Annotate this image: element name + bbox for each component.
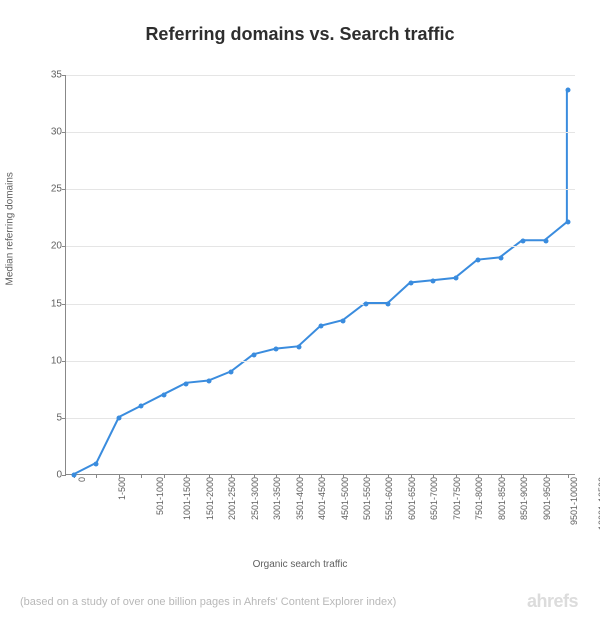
y-tick-mark (62, 304, 66, 305)
x-tick-label: 8001-8500 (497, 477, 507, 520)
x-tick-mark (141, 474, 142, 478)
brand-logo: ahrefs (527, 591, 578, 612)
gridline (66, 189, 575, 190)
data-point (296, 345, 301, 350)
y-tick-mark (62, 75, 66, 76)
x-tick-mark (164, 474, 165, 478)
x-tick-mark (299, 474, 300, 478)
x-tick-mark (96, 474, 97, 478)
gridline (66, 418, 575, 419)
series-line (74, 90, 567, 474)
x-tick-label: 6001-6500 (407, 477, 417, 520)
gridline (66, 246, 575, 247)
x-tick-label: 5501-6000 (385, 477, 395, 520)
chart-title: Referring domains vs. Search traffic (0, 24, 600, 45)
x-tick-mark (366, 474, 367, 478)
data-point (566, 220, 571, 225)
data-point (251, 353, 256, 358)
footnote: (based on a study of over one billion pa… (20, 596, 396, 608)
y-tick-label: 0 (38, 470, 62, 481)
line-series (66, 75, 575, 474)
x-axis-label: Organic search traffic (0, 559, 600, 570)
x-tick-mark (119, 474, 120, 478)
y-tick-mark (62, 132, 66, 133)
x-tick-label: 1-500 (117, 477, 127, 500)
x-tick-label: 0 (77, 477, 87, 482)
data-point (206, 379, 211, 384)
x-tick-label: 4501-5000 (340, 477, 350, 520)
x-tick-mark (546, 474, 547, 478)
data-point (72, 473, 77, 478)
y-tick-mark (62, 246, 66, 247)
x-tick-label: 5001-5500 (362, 477, 372, 520)
x-tick-mark (568, 474, 569, 478)
data-point (431, 278, 436, 283)
x-tick-label: 9501-10000 (569, 477, 579, 525)
x-tick-label: 1001-1500 (182, 477, 192, 520)
gridline (66, 361, 575, 362)
data-point (543, 238, 548, 243)
x-tick-mark (343, 474, 344, 478)
x-tick-label: 2501-3000 (250, 477, 260, 520)
x-tick-label: 501-1000 (155, 477, 165, 515)
x-tick-mark (501, 474, 502, 478)
x-tick-label: 9001-9500 (542, 477, 552, 520)
data-point (341, 318, 346, 323)
x-tick-mark (186, 474, 187, 478)
y-tick-label: 10 (38, 355, 62, 366)
x-tick-label: 8501-9000 (519, 477, 529, 520)
x-tick-label: 7001-7500 (452, 477, 462, 520)
y-tick-mark (62, 361, 66, 362)
x-tick-mark (478, 474, 479, 478)
x-tick-mark (411, 474, 412, 478)
x-tick-mark (456, 474, 457, 478)
x-tick-mark (254, 474, 255, 478)
x-tick-label: 7501-8000 (474, 477, 484, 520)
y-tick-mark (62, 189, 66, 190)
y-tick-label: 25 (38, 184, 62, 195)
x-tick-label: 6501-7000 (429, 477, 439, 520)
data-point (274, 347, 279, 352)
gridline (66, 132, 575, 133)
gridline (66, 304, 575, 305)
y-tick-label: 20 (38, 241, 62, 252)
gridline (66, 75, 575, 76)
data-point (498, 255, 503, 260)
x-tick-label: 3001-3500 (272, 477, 282, 520)
x-tick-mark (321, 474, 322, 478)
data-point (116, 415, 121, 420)
data-point (521, 238, 526, 243)
plot-area: 0510152025303501-500501-10001001-1500150… (65, 75, 575, 475)
data-point (319, 324, 324, 329)
x-tick-mark (523, 474, 524, 478)
y-tick-label: 5 (38, 412, 62, 423)
data-point (363, 301, 368, 306)
y-tick-label: 35 (38, 70, 62, 81)
x-tick-label: 1501-2000 (205, 477, 215, 520)
y-tick-mark (62, 475, 66, 476)
y-tick-mark (62, 418, 66, 419)
data-point (386, 301, 391, 306)
data-point (566, 87, 571, 92)
x-tick-mark (388, 474, 389, 478)
data-point (453, 276, 458, 281)
data-point (94, 461, 99, 466)
data-point (184, 381, 189, 386)
y-tick-label: 15 (38, 298, 62, 309)
data-point (476, 258, 481, 263)
x-tick-mark (276, 474, 277, 478)
y-axis-label: Median referring domains (5, 172, 16, 285)
data-point (408, 281, 413, 286)
x-tick-label: 3501-4000 (295, 477, 305, 520)
x-tick-mark (231, 474, 232, 478)
x-tick-mark (209, 474, 210, 478)
y-tick-label: 30 (38, 127, 62, 138)
x-tick-label: 2001-2500 (227, 477, 237, 520)
data-point (161, 393, 166, 398)
data-point (139, 404, 144, 409)
data-point (229, 370, 234, 375)
chart-container: Referring domains vs. Search traffic Med… (0, 0, 600, 628)
x-tick-label: 4001-4500 (317, 477, 327, 520)
x-tick-mark (433, 474, 434, 478)
